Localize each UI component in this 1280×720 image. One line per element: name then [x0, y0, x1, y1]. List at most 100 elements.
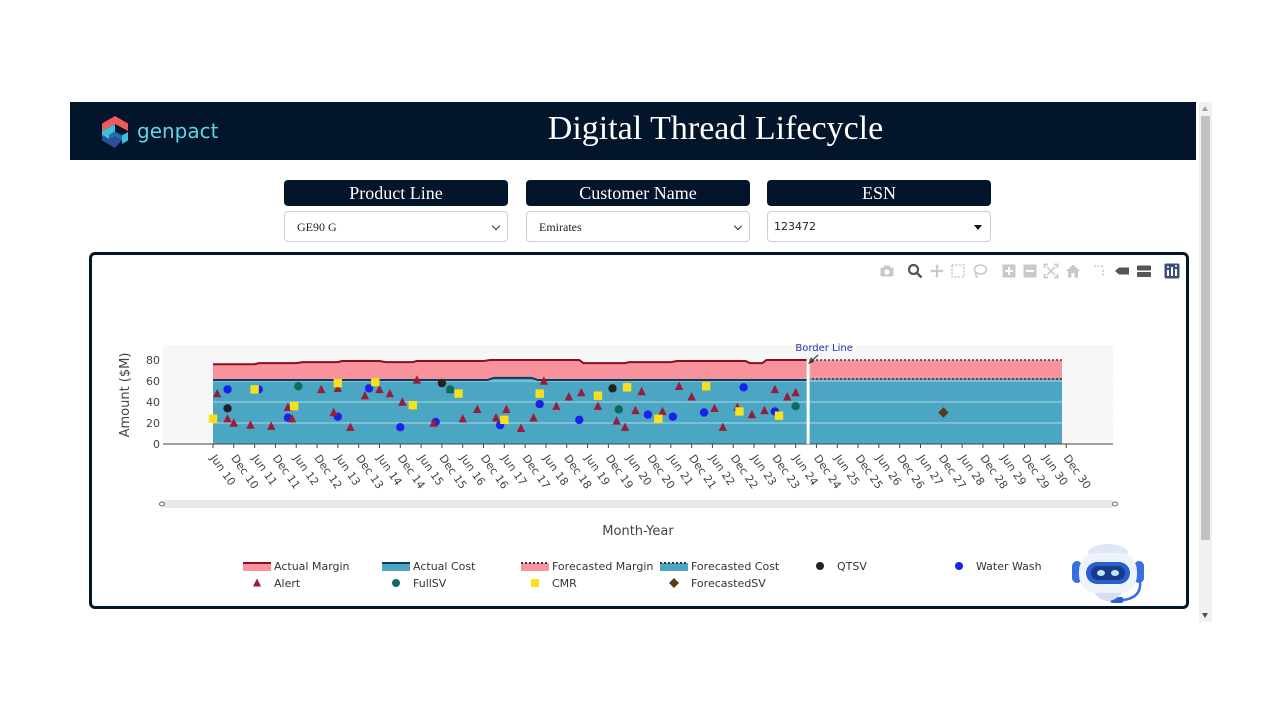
marker-alert[interactable] [502, 404, 511, 414]
marker-cmr[interactable] [535, 389, 544, 398]
marker-alert[interactable] [229, 418, 239, 427]
product-line-select[interactable]: GE90 G [284, 211, 508, 242]
marker-alert[interactable] [770, 384, 780, 394]
marker-alert[interactable] [529, 413, 538, 422]
marker-alert[interactable] [791, 387, 800, 397]
marker-alert[interactable] [412, 375, 422, 384]
marker-cmr[interactable] [208, 414, 218, 423]
marker-cmr[interactable] [250, 385, 259, 394]
marker-alert[interactable] [564, 392, 574, 401]
marker-alert[interactable] [360, 391, 370, 400]
marker-cmr[interactable] [654, 414, 663, 423]
marker-water-wash[interactable] [575, 415, 584, 425]
home-icon[interactable] [1065, 263, 1081, 279]
spike-lines-icon[interactable] [1091, 263, 1107, 279]
plotly-logo-icon[interactable] [1164, 263, 1180, 279]
marker-alert[interactable] [593, 401, 603, 410]
chart-legend[interactable]: Actual Margin Actual Cost Forecasted Margi… [243, 560, 1042, 590]
hover-closest-icon[interactable] [1114, 263, 1130, 279]
legend-item[interactable]: ForecastedSV [669, 577, 766, 590]
marker-water-wash[interactable] [643, 410, 653, 419]
marker-alert[interactable] [760, 405, 769, 415]
marker-cmr[interactable] [371, 377, 380, 387]
legend-marker[interactable] [669, 578, 679, 588]
marker-cmr[interactable] [593, 391, 603, 400]
marker-alert[interactable] [212, 388, 222, 398]
range-slider-left-handle[interactable] [159, 501, 165, 507]
marker-alert[interactable] [747, 409, 757, 419]
marker-water-wash[interactable] [699, 408, 709, 417]
pan-icon[interactable] [929, 263, 945, 279]
lasso-icon[interactable] [972, 263, 988, 279]
marker-fullsv[interactable] [294, 382, 303, 391]
marker-cmr[interactable] [774, 411, 784, 420]
marker-alert[interactable] [612, 416, 621, 425]
legend-item[interactable]: Water Wash [955, 560, 1042, 573]
marker-cmr[interactable] [454, 389, 463, 398]
marker-alert[interactable] [267, 421, 276, 430]
marker-water-wash[interactable] [668, 412, 678, 421]
camera-icon[interactable] [879, 263, 895, 279]
marker-alert[interactable] [223, 414, 232, 423]
marker-alert[interactable] [718, 422, 728, 431]
marker-water-wash[interactable] [535, 399, 544, 409]
legend-marker[interactable] [253, 578, 261, 587]
marker-alert[interactable] [539, 376, 549, 385]
marker-alert[interactable] [429, 418, 438, 427]
marker-alert[interactable] [473, 404, 482, 414]
legend-marker[interactable] [955, 562, 963, 570]
marker-alert[interactable] [491, 413, 501, 422]
marker-alert[interactable] [687, 392, 696, 401]
scroll-down-arrow-icon[interactable] [1202, 613, 1208, 618]
marker-alert[interactable] [577, 387, 586, 397]
legend-item[interactable]: CMR [531, 577, 577, 590]
marker-fullsv[interactable] [446, 385, 455, 394]
marker-qtsv[interactable] [437, 378, 447, 388]
marker-cmr[interactable] [500, 415, 509, 425]
range-slider-right-handle[interactable] [1112, 501, 1118, 507]
box-select-icon[interactable] [950, 263, 966, 279]
chatbot-button[interactable] [1070, 543, 1146, 609]
scrollbar-thumb[interactable] [1201, 116, 1210, 540]
marker-alert[interactable] [375, 384, 384, 394]
marker-qtsv[interactable] [608, 384, 617, 393]
marker-alert[interactable] [385, 388, 395, 398]
marker-alert[interactable] [710, 403, 719, 412]
marker-alert[interactable] [620, 422, 630, 431]
legend-item[interactable]: FullSV [392, 577, 447, 590]
marker-cmr[interactable] [622, 383, 632, 392]
marker-cmr[interactable] [735, 407, 744, 416]
legend-item[interactable]: Alert [253, 577, 301, 590]
marker-water-wash[interactable] [396, 423, 405, 432]
marker-alert[interactable] [317, 384, 326, 394]
legend-marker[interactable] [531, 579, 539, 587]
marker-alert[interactable] [346, 422, 355, 431]
legend-marker[interactable] [816, 562, 824, 570]
marker-alert[interactable] [398, 397, 407, 406]
marker-alert[interactable] [552, 401, 561, 410]
series-markers[interactable] [208, 375, 949, 432]
marker-alert[interactable] [333, 383, 343, 393]
legend-item[interactable]: Forecasted Margin [521, 560, 653, 573]
vertical-scrollbar[interactable] [1199, 102, 1212, 622]
marker-alert[interactable] [674, 381, 684, 390]
marker-forecastedsv[interactable] [938, 407, 949, 418]
legend-item[interactable]: Actual Margin [243, 560, 350, 573]
marker-alert[interactable] [631, 405, 640, 415]
zoom-out-icon[interactable] [1022, 263, 1038, 279]
legend-item[interactable]: QTSV [816, 560, 867, 573]
marker-alert[interactable] [458, 414, 467, 423]
marker-alert[interactable] [287, 414, 297, 423]
marker-alert[interactable] [329, 407, 338, 417]
marker-water-wash[interactable] [223, 385, 232, 394]
marker-qtsv[interactable] [223, 404, 232, 413]
marker-water-wash[interactable] [739, 383, 748, 392]
marker-alert[interactable] [246, 420, 255, 429]
range-slider[interactable] [159, 500, 1118, 508]
marker-cmr[interactable] [701, 382, 711, 391]
legend-item[interactable]: Forecasted Cost [660, 560, 780, 573]
marker-alert[interactable] [658, 406, 667, 416]
marker-fullsv[interactable] [614, 405, 623, 414]
marker-cmr[interactable] [289, 402, 299, 411]
marker-alert[interactable] [637, 386, 646, 396]
